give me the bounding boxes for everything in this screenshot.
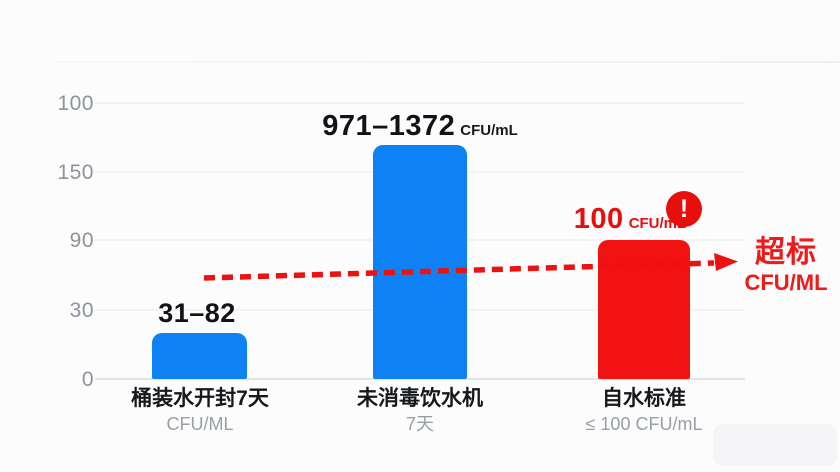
bar-value: 971–1372 xyxy=(322,110,456,142)
bar-value-label: 100 CFU/mL xyxy=(560,203,700,236)
bar-value-label: 971–1372 CFU/mL xyxy=(322,110,518,143)
bar-unit: CFU/mL xyxy=(460,122,518,139)
category-label: 未消毒饮水机 xyxy=(357,387,483,410)
threshold-annotation: 超标 CFU/ML xyxy=(733,237,839,297)
bar-tap-water-standard xyxy=(598,240,690,379)
x-axis-label: 自水标准 ≤ 100 CFU/mL xyxy=(586,386,703,436)
bar-value: 31–82 xyxy=(158,298,236,328)
category-label: 桶装水开封7天 xyxy=(131,387,269,410)
blurred-watermark-patch xyxy=(713,424,837,466)
threshold-unit-label: CFU/ML xyxy=(744,270,828,295)
y-tick-label: 100 xyxy=(57,92,94,115)
threshold-label: 超标 xyxy=(755,236,817,269)
bar-value-label: 31–82 xyxy=(152,298,247,329)
bar-value: 100 xyxy=(573,203,624,235)
top-divider xyxy=(55,61,840,63)
category-label: 自水标准 xyxy=(601,387,686,410)
y-tick-label: 90 xyxy=(69,229,94,252)
category-sublabel: CFU/ML xyxy=(166,414,234,434)
y-tick-label: 30 xyxy=(69,299,94,322)
x-axis-baseline xyxy=(95,378,745,380)
bar-unsterilized-dispenser xyxy=(373,145,467,379)
y-tick-label: 150 xyxy=(57,161,94,184)
gridline xyxy=(95,102,745,104)
y-tick-label: 0 xyxy=(81,368,94,391)
category-sublabel: ≤ 100 CFU/mL xyxy=(585,414,703,434)
warning-exclamation-icon: ! xyxy=(666,191,702,227)
category-sublabel: 7天 xyxy=(405,414,434,434)
x-axis-label: 未消毒饮水机 7天 xyxy=(357,386,483,436)
x-axis-label: 桶装水开封7天 CFU/ML xyxy=(131,386,269,436)
bar-bottled-water xyxy=(152,333,247,379)
